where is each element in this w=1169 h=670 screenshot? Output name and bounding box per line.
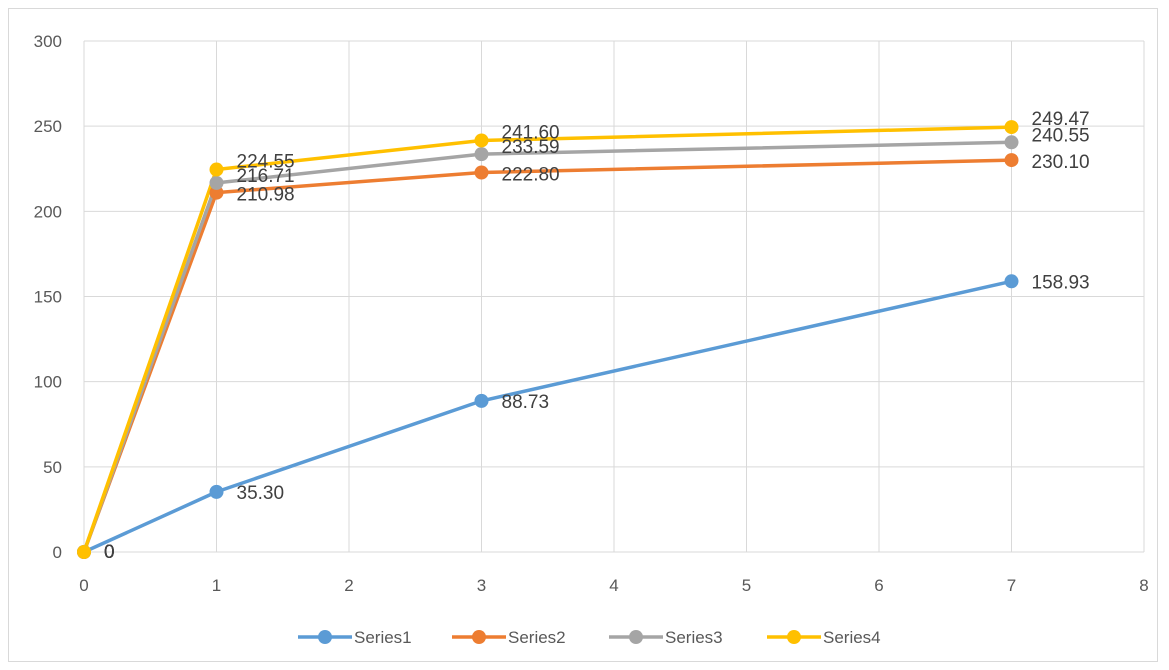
x-tick-label: 8 — [1139, 576, 1148, 595]
y-tick-label: 150 — [34, 288, 62, 307]
legend-label: Series1 — [354, 628, 412, 647]
data-point-series4 — [77, 545, 91, 559]
data-point-series1 — [474, 393, 489, 408]
legend-label: Series3 — [665, 628, 723, 647]
data-point-series2 — [474, 165, 489, 180]
data-label-series3: 0 — [104, 542, 115, 563]
data-label-series2: 222.80 — [502, 164, 560, 185]
data-label-series1: 88.73 — [502, 392, 550, 413]
legend-swatch-marker — [629, 630, 643, 644]
legend-item-series4: Series4 — [767, 628, 881, 647]
x-axis-tick-labels: 0 1 2 3 4 5 6 7 8 — [79, 576, 1148, 595]
legend-label: Series4 — [823, 628, 881, 647]
y-tick-label: 0 — [53, 543, 62, 562]
data-label-series2: 230.10 — [1032, 152, 1090, 173]
data-label-series3: 233.59 — [502, 137, 560, 158]
data-point-series4 — [474, 133, 489, 148]
data-label-series1: 35.30 — [237, 483, 285, 504]
data-label-series4: 249.47 — [1032, 109, 1090, 130]
data-point-series4 — [1004, 120, 1019, 135]
x-tick-label: 2 — [344, 576, 353, 595]
chart-area — [8, 8, 1158, 662]
legend-item-series2: Series2 — [452, 628, 566, 647]
legend: Series1 Series2 Series3 Series4 — [298, 628, 881, 647]
data-label-series3: 216.71 — [237, 166, 295, 187]
x-tick-label: 5 — [742, 576, 751, 595]
series-line-series3 — [82, 140, 1012, 553]
y-tick-label: 200 — [34, 202, 62, 221]
x-tick-label: 1 — [212, 576, 221, 595]
data-label-series4: 0 — [104, 542, 115, 563]
y-tick-label: 250 — [34, 117, 62, 136]
data-label-series1: 0 — [104, 542, 115, 563]
legend-item-series1: Series1 — [298, 628, 412, 647]
series-line-series4 — [82, 125, 1012, 553]
legend-item-series3: Series3 — [609, 628, 723, 647]
data-point-series4 — [209, 162, 224, 177]
data-label-series4: 241.60 — [502, 122, 560, 143]
gridlines — [83, 40, 1145, 553]
y-tick-label: 50 — [43, 458, 62, 477]
data-point-series1 — [1004, 274, 1019, 289]
x-tick-label: 6 — [874, 576, 883, 595]
y-axis-tick-labels: 0 50 100 150 200 250 300 — [34, 32, 62, 562]
legend-label: Series2 — [508, 628, 566, 647]
data-label-series2: 0 — [104, 542, 115, 563]
data-point-series3 — [1004, 135, 1019, 150]
legend-swatch-marker — [318, 630, 332, 644]
x-tick-label: 3 — [477, 576, 486, 595]
data-point-series1 — [209, 484, 224, 499]
y-tick-label: 300 — [34, 32, 62, 51]
x-tick-label: 7 — [1007, 576, 1016, 595]
data-point-series3 — [474, 147, 489, 162]
data-point-series3 — [209, 175, 224, 190]
legend-swatch-marker — [787, 630, 801, 644]
data-label-series1: 158.93 — [1032, 272, 1090, 293]
data-point-series2 — [209, 185, 224, 200]
x-tick-label: 0 — [79, 576, 88, 595]
data-label-series4: 224.55 — [237, 152, 295, 173]
y-tick-label: 100 — [34, 373, 62, 392]
series-markers — [77, 120, 1019, 559]
series-lines — [82, 125, 1012, 554]
data-labels: 035.3088.73158.930210.98222.80230.100216… — [104, 109, 1090, 563]
data-label-series2: 210.98 — [237, 185, 295, 206]
data-label-series3: 240.55 — [1032, 125, 1090, 146]
x-tick-label: 4 — [609, 576, 618, 595]
data-point-series2 — [1004, 153, 1019, 168]
legend-swatch-marker — [472, 630, 486, 644]
series-line-series1 — [83, 279, 1012, 554]
